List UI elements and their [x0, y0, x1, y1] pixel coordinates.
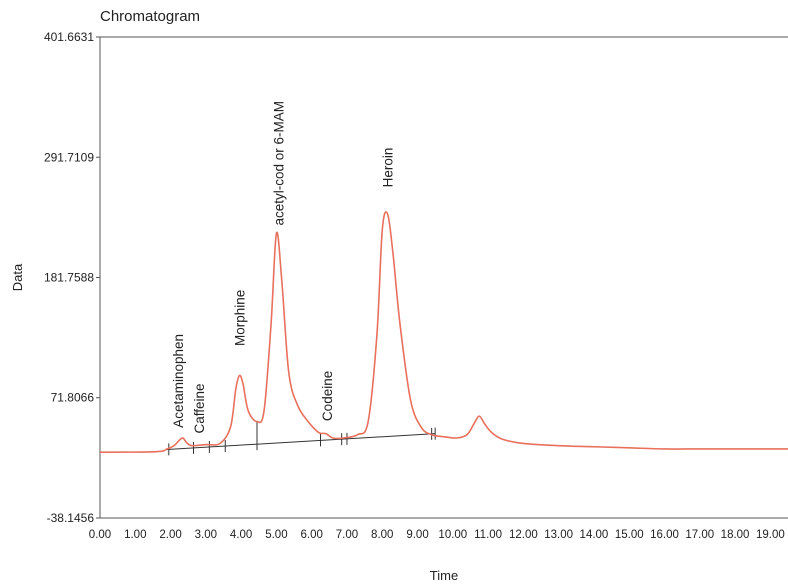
- y-tick-label: 181.7588: [44, 270, 94, 284]
- chart-title: Chromatogram: [100, 8, 201, 25]
- x-tick-label: 13.00: [544, 529, 573, 541]
- integration-baseline: [167, 433, 436, 450]
- x-tick-label: 12.00: [509, 529, 538, 541]
- x-tick-label: 8.00: [371, 529, 393, 541]
- x-tick-label: 4.00: [230, 529, 252, 541]
- peak-label: Caffeine: [192, 383, 207, 433]
- peak-label: Acetaminophen: [171, 334, 186, 428]
- y-tick-label: 71.8066: [51, 391, 95, 405]
- x-tick-label: 3.00: [195, 529, 217, 541]
- x-tick-label: 17.00: [685, 529, 714, 541]
- peak-label: acetyl-cod or 6-MAM: [271, 101, 286, 226]
- x-tick-label: 7.00: [336, 529, 358, 541]
- x-tick-label: 6.00: [300, 529, 322, 541]
- peak-label: Morphine: [232, 290, 247, 346]
- x-tick-label: 14.00: [580, 529, 609, 541]
- peak-label: Codeine: [320, 371, 335, 421]
- x-tick-label: 2.00: [159, 529, 181, 541]
- x-tick-label: 0.00: [89, 529, 111, 541]
- y-tick-label: -38.1456: [47, 511, 95, 525]
- x-tick-label: 16.00: [650, 529, 679, 541]
- x-axis-title: Time: [430, 568, 458, 583]
- x-tick-label: 15.00: [615, 529, 644, 541]
- x-tick-label: 18.00: [721, 529, 750, 541]
- y-tick-label: 401.6631: [44, 30, 94, 44]
- x-tick-label: 5.00: [265, 529, 287, 541]
- x-tick-label: 10.00: [438, 529, 467, 541]
- y-tick-label: 291.7109: [44, 150, 94, 164]
- x-tick-label: 19.00: [756, 529, 785, 541]
- x-tick-label: 1.00: [124, 529, 146, 541]
- x-tick-label: 9.00: [406, 529, 428, 541]
- y-axis-title: Data: [10, 263, 25, 291]
- chromatogram-series-line: [99, 211, 788, 454]
- peak-label: Heroin: [381, 148, 396, 188]
- x-tick-label: 11.00: [474, 529, 502, 541]
